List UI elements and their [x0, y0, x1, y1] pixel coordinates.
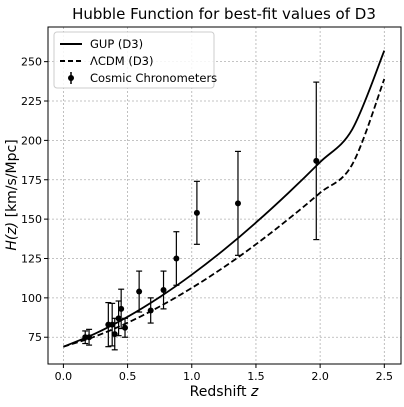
series-line [63, 78, 386, 348]
y-tick-label: 125 [21, 252, 42, 265]
data-point [160, 286, 167, 293]
y-tick-label: 75 [28, 331, 42, 344]
x-tick-label: 1.0 [183, 370, 201, 383]
y-tick-label: 225 [21, 95, 42, 108]
legend: GUP (D3) ΛCDM (D3) Cosmic Chronometers [53, 31, 217, 89]
data-point [86, 334, 93, 341]
x-tick-label: 1.5 [247, 370, 265, 383]
x-tick-label: 2.5 [376, 370, 394, 383]
series-line [63, 50, 386, 348]
x-tick-label: 0.5 [119, 370, 137, 383]
axis-ticks: 0.0 0.5 1.0 1.5 2.0 2.5 75 100 125 150 175 200 225 25… [21, 56, 393, 383]
data-point [115, 315, 122, 322]
x-axis-label: Redshift z [190, 384, 259, 400]
data-point [118, 305, 125, 312]
x-tick-label: 2.0 [311, 370, 329, 383]
y-tick-label: 150 [21, 213, 42, 226]
data-point [147, 307, 154, 314]
data-point [122, 324, 129, 331]
data-point [109, 321, 116, 328]
y-tick-label: 175 [21, 174, 42, 187]
legend-label-lcdm: ΛCDM (D3) [90, 54, 153, 68]
plot-frame [47, 26, 402, 365]
data-point [313, 157, 320, 164]
data-point [173, 255, 180, 262]
chart-title: Hubble Function for best-fit values of D… [72, 5, 376, 23]
data-point [136, 288, 143, 295]
legend-box [53, 31, 215, 89]
data-point [193, 209, 200, 216]
legend-label-cc: Cosmic Chronometers [90, 71, 217, 85]
legend-label-gup: GUP (D3) [90, 37, 143, 51]
plot-series [63, 50, 386, 351]
y-axis-label: H(z) [km/s/Mpc] [4, 139, 20, 250]
data-point [234, 200, 241, 207]
y-tick-label: 100 [21, 292, 42, 305]
legend-handle-cc-marker [68, 75, 74, 81]
y-tick-label: 200 [21, 134, 42, 147]
y-tick-label: 250 [21, 56, 42, 69]
x-tick-label: 0.0 [55, 370, 73, 383]
